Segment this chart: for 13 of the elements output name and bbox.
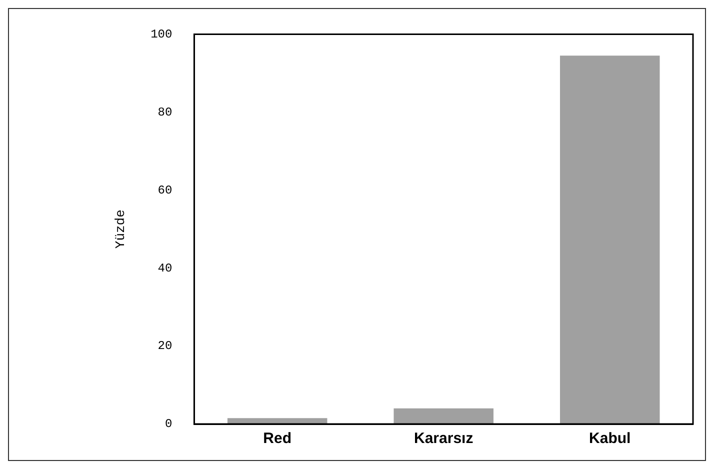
x-tick-label: Kabul (589, 430, 631, 448)
bar (227, 418, 328, 424)
bar (394, 408, 494, 424)
x-tick-label: Red (263, 430, 292, 448)
y-axis-title: Yüzde (113, 210, 128, 249)
y-tick-label: 60 (158, 183, 172, 198)
bar (560, 56, 660, 424)
y-tick-label: 40 (158, 261, 172, 276)
y-tick-label: 20 (158, 339, 172, 354)
y-tick-label: 0 (165, 417, 172, 432)
y-tick-label: 100 (150, 27, 172, 42)
y-tick-label: 80 (158, 105, 172, 120)
x-tick-label: Kararsız (414, 430, 474, 448)
